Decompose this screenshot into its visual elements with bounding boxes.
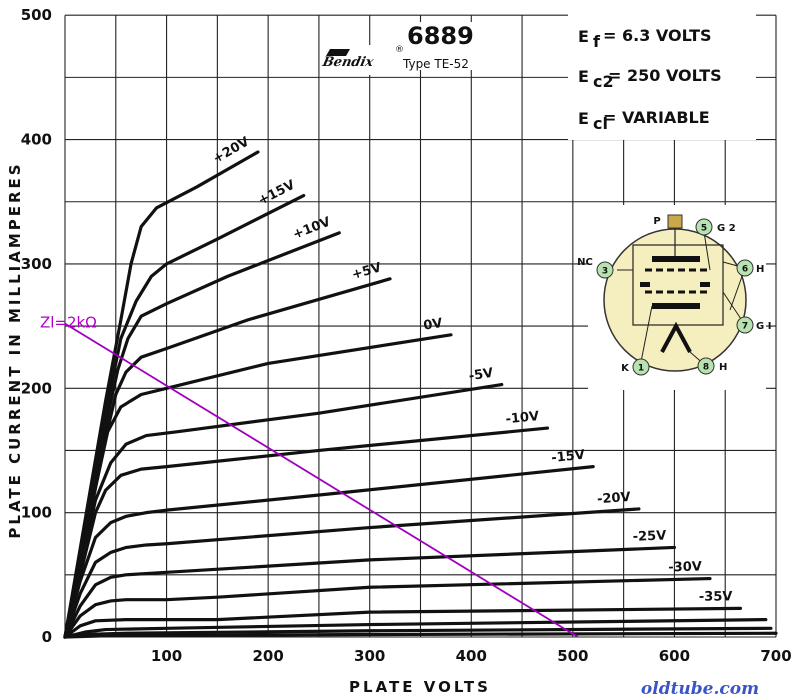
svg-text:E: E (578, 67, 589, 86)
cathode-electrode (652, 303, 700, 309)
brand-name: Bendix (320, 55, 375, 70)
svg-text:NC: NC (577, 257, 593, 268)
x-tick-label: 600 (659, 647, 690, 665)
watermark: oldtube.com (641, 679, 759, 699)
svg-text:f: f (593, 32, 601, 51)
y-tick-label: 500 (21, 6, 52, 24)
brand-logo: Bendix ® (320, 45, 404, 70)
svg-text:G 2: G 2 (717, 223, 736, 234)
x-tick-label: 400 (456, 647, 487, 665)
y-tick-label: 400 (21, 131, 52, 149)
x-tick-label: 700 (760, 647, 791, 665)
load-line-group: Zl=2kΩ (40, 314, 579, 638)
plate-curve (63, 231, 341, 639)
y-tick-label: 100 (21, 504, 52, 522)
x-tick-label: 500 (557, 647, 588, 665)
svg-text:H: H (756, 264, 764, 275)
svg-text:E: E (578, 109, 589, 128)
svg-text:K: K (621, 363, 630, 374)
tube-type-label: Type TE-52 (402, 57, 469, 71)
tube-base-diagram: 1 K P 3 NC 5 G 2 6 H 7 G I 8 H (577, 205, 771, 390)
pin-7: 7 G I (736, 316, 771, 334)
curve-label: -35V (699, 589, 733, 604)
load-line (64, 322, 579, 638)
plate-curve (63, 333, 453, 639)
y-tick-label: 200 (21, 379, 52, 397)
curve-label: -20V (597, 490, 632, 507)
svg-text:E: E (578, 27, 589, 46)
condition-ef: E f = 6.3 VOLTS (578, 26, 712, 51)
plate-electrode (652, 256, 700, 262)
tube-model: 6889 (407, 22, 474, 50)
svg-text:cl: cl (593, 114, 608, 133)
svg-text:= 250 VOLTS: = 250 VOLTS (608, 66, 722, 85)
svg-text:= 6.3 VOLTS: = 6.3 VOLTS (603, 26, 712, 45)
plate-curve (63, 465, 595, 639)
plate-curves: +20V+15V+10V+5V0V-5V-10V-15V-20V-25V-30V… (63, 134, 778, 639)
pin-2: P (653, 216, 660, 227)
plate-curve (63, 606, 743, 639)
y-tick-label: 0 (42, 628, 52, 646)
svg-text:6: 6 (742, 265, 748, 275)
curve-label: 0V (422, 316, 443, 334)
svg-text:= VARIABLE: = VARIABLE (603, 108, 710, 127)
plate-curve (63, 426, 550, 639)
operating-conditions: E f = 6.3 VOLTS E c2 = 250 VOLTS E cl = … (578, 26, 722, 133)
condition-ec2: E c2 = 250 VOLTS (578, 66, 722, 91)
svg-text:G I: G I (756, 321, 771, 332)
condition-ec1: E cl = VARIABLE (578, 108, 710, 133)
svg-text:P: P (653, 216, 660, 227)
curve-label: -15V (551, 448, 586, 466)
plate-curve (63, 382, 504, 639)
svg-text:H: H (719, 362, 727, 373)
x-tick-label: 200 (252, 647, 283, 665)
registered-mark: ® (395, 45, 404, 55)
curve-label: -10V (505, 409, 540, 427)
x-tick-label: 100 (151, 647, 182, 665)
y-tick-label: 300 (21, 255, 52, 273)
x-axis-title: PLATE VOLTS (349, 678, 491, 696)
svg-text:c2: c2 (593, 72, 614, 91)
pin-8: 8 H (697, 357, 727, 375)
plate-curve (63, 617, 768, 639)
pin-1: 1 K (621, 358, 650, 376)
pin-3: 3 NC (577, 257, 614, 279)
pin-6: 6 H (736, 259, 764, 277)
svg-text:1: 1 (638, 364, 644, 374)
pin-5: 5 G 2 (695, 218, 736, 236)
svg-text:8: 8 (703, 363, 709, 373)
heater-filament (660, 321, 692, 353)
svg-text:7: 7 (742, 322, 748, 332)
load-line-label: Zl=2kΩ (40, 314, 97, 332)
plate-cap (667, 214, 683, 229)
svg-text:3: 3 (602, 267, 608, 277)
plate-curve (63, 507, 641, 639)
curve-label: -25V (632, 528, 666, 544)
y-axis-title: PLATE CURRENT IN MILLIAMPERES (6, 161, 24, 538)
curve-label: -5V (468, 366, 495, 385)
plate-curve (63, 576, 712, 639)
x-tick-label: 300 (354, 647, 385, 665)
svg-text:5: 5 (701, 224, 707, 234)
plate-curve (63, 545, 677, 639)
curve-label: -30V (668, 560, 702, 576)
tick-labels: 100 200 300 400 500 600 700 0 100 200 300 400 500 (21, 6, 792, 665)
